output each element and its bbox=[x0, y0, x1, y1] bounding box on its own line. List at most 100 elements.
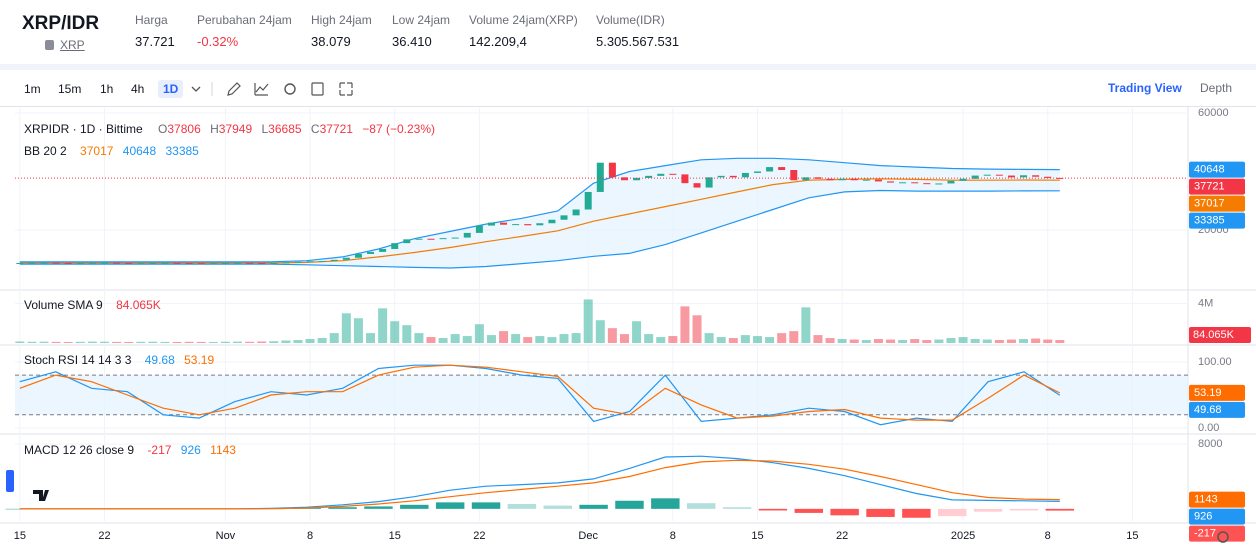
asset-link[interactable]: XRP bbox=[60, 38, 85, 52]
interval-button[interactable]: 4h bbox=[131, 82, 145, 96]
candle bbox=[681, 174, 689, 184]
volume-legend: Volume SMA 9 84.065K bbox=[24, 298, 167, 312]
volume-bar bbox=[511, 334, 521, 343]
volume-bar bbox=[535, 336, 545, 343]
price-tag bbox=[1189, 161, 1245, 178]
histogram-bar bbox=[722, 507, 752, 509]
candle bbox=[391, 243, 399, 249]
side-tab bbox=[6, 470, 14, 492]
volume-bar bbox=[656, 337, 666, 343]
volume-bar bbox=[414, 333, 424, 343]
candle bbox=[52, 262, 60, 264]
candle bbox=[790, 170, 798, 181]
volume-bar bbox=[1019, 339, 1029, 343]
histogram-bar bbox=[364, 506, 393, 509]
candle bbox=[125, 263, 133, 265]
interval-button[interactable]: 1D bbox=[158, 80, 184, 98]
volume-bar bbox=[873, 339, 883, 343]
volume-bar bbox=[861, 340, 871, 343]
candle bbox=[729, 175, 737, 178]
settings-icon[interactable] bbox=[1217, 531, 1229, 543]
candle bbox=[1032, 175, 1040, 177]
volume-bar bbox=[39, 341, 49, 343]
volume-bar bbox=[305, 339, 315, 343]
legend-title: XRPIDR · 1D · Bittime bbox=[24, 122, 143, 136]
volume-bar bbox=[15, 341, 25, 343]
fullscreen-icon[interactable] bbox=[339, 82, 353, 96]
view-tab[interactable]: Depth bbox=[1200, 81, 1233, 95]
candle bbox=[209, 263, 217, 265]
stat-label: Volume 24jam(XRP) bbox=[469, 13, 578, 27]
candle bbox=[197, 263, 205, 265]
interval-button[interactable]: 1m bbox=[24, 82, 41, 96]
interval-button[interactable]: 15m bbox=[58, 82, 82, 96]
volume-bar bbox=[970, 339, 980, 343]
bb-line bbox=[19, 189, 1060, 269]
volume-bar bbox=[462, 336, 472, 343]
price-tag bbox=[1189, 525, 1245, 542]
view-tab[interactable]: Trading View bbox=[1108, 81, 1182, 95]
volume-bar bbox=[366, 333, 376, 343]
candle bbox=[645, 175, 653, 178]
stat-label: Harga bbox=[135, 13, 168, 27]
histogram-bar bbox=[651, 498, 680, 509]
candle bbox=[415, 238, 423, 240]
volume-bar bbox=[27, 341, 37, 343]
stat-label: Low 24jam bbox=[392, 13, 451, 27]
legend-title: Volume SMA 9 bbox=[24, 298, 103, 312]
settings-icon[interactable] bbox=[284, 83, 296, 95]
candle bbox=[536, 223, 544, 226]
candle bbox=[572, 209, 580, 216]
volume-bar bbox=[837, 339, 847, 343]
stat-label: Volume(IDR) bbox=[596, 13, 665, 27]
volume-bar bbox=[499, 331, 509, 343]
legend-change: −87 (−0.23%) bbox=[362, 122, 435, 136]
candle bbox=[113, 262, 121, 264]
histogram-bar bbox=[794, 508, 824, 513]
volume-bar bbox=[898, 340, 908, 343]
draw-icon[interactable] bbox=[227, 82, 241, 96]
indicator-icon[interactable] bbox=[254, 83, 269, 96]
volume-bar bbox=[87, 341, 97, 343]
dropdown-icon[interactable] bbox=[191, 86, 201, 92]
candle bbox=[1007, 175, 1015, 178]
volume-bar bbox=[196, 341, 206, 343]
y-tick-label: 4M bbox=[1198, 297, 1213, 309]
volume-bar bbox=[789, 331, 799, 343]
stat-value: 38.079 bbox=[311, 34, 351, 49]
asset-icon bbox=[45, 40, 54, 50]
price-tag-label: 84.065K bbox=[1193, 329, 1235, 341]
histogram-bar bbox=[579, 504, 608, 509]
volume-bar bbox=[1006, 339, 1016, 343]
volume-bar bbox=[438, 338, 448, 343]
candle bbox=[705, 177, 713, 188]
bb-fill bbox=[19, 158, 1060, 268]
candle bbox=[367, 251, 375, 254]
volume-bar bbox=[184, 341, 194, 343]
price-tag bbox=[1189, 195, 1245, 212]
x-tick-label: 8 bbox=[670, 530, 676, 542]
candle bbox=[451, 237, 459, 239]
save-icon[interactable] bbox=[311, 82, 324, 96]
volume-bar bbox=[172, 342, 182, 343]
volume-bar bbox=[765, 337, 775, 343]
tv-logo bbox=[33, 490, 49, 501]
candle bbox=[983, 174, 991, 176]
legend-value: 37017 bbox=[80, 144, 114, 158]
candle bbox=[306, 261, 314, 263]
candle bbox=[234, 262, 242, 264]
candle bbox=[874, 179, 882, 182]
candle bbox=[935, 183, 943, 185]
candle bbox=[76, 263, 84, 265]
volume-bar bbox=[124, 342, 134, 343]
candle bbox=[995, 174, 1003, 176]
stat-value: 36.410 bbox=[392, 34, 432, 49]
candle bbox=[802, 177, 810, 181]
toolbar-icons bbox=[191, 82, 353, 96]
legend-value: 37806 bbox=[167, 122, 201, 136]
stat: Low 24jam 36.410 bbox=[392, 13, 450, 49]
candle bbox=[620, 177, 628, 181]
price-tag-label: 40648 bbox=[1194, 163, 1225, 175]
volume-bar bbox=[269, 341, 279, 343]
interval-button[interactable]: 1h bbox=[100, 82, 114, 96]
